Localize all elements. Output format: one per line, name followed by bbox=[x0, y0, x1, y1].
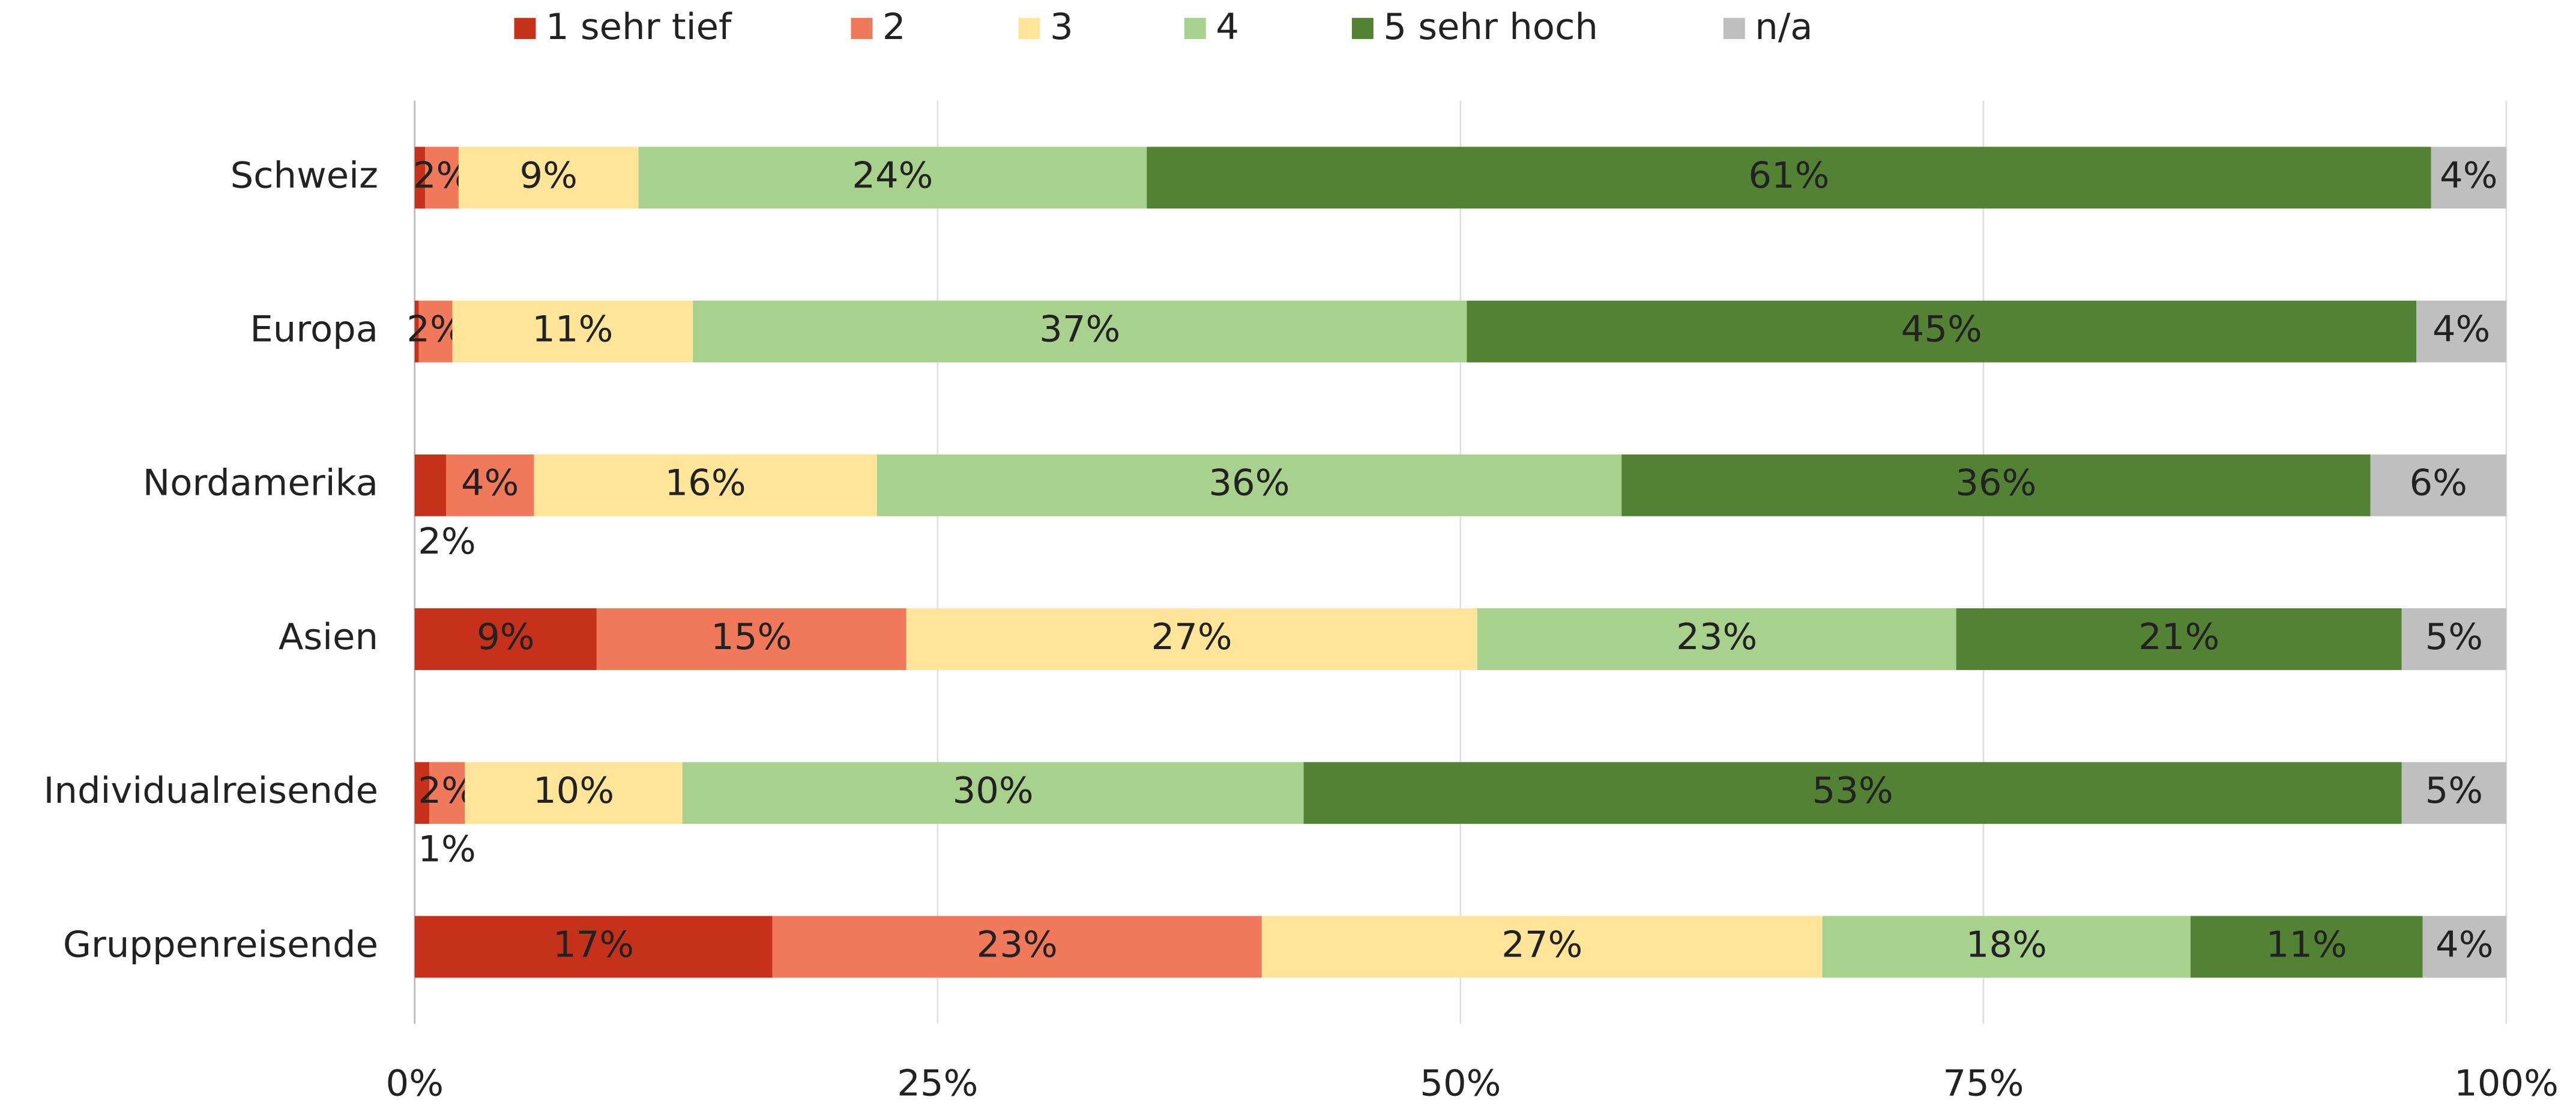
bar-segment bbox=[682, 762, 1304, 824]
bar-segment bbox=[1822, 916, 2191, 978]
x-tick-label: 0% bbox=[386, 1063, 444, 1104]
bar-segment bbox=[2401, 608, 2506, 670]
category-label: Nordamerika bbox=[143, 462, 378, 504]
bar-segment bbox=[2416, 300, 2506, 363]
category-label: Schweiz bbox=[231, 155, 378, 196]
data-label: 11% bbox=[2266, 924, 2347, 965]
data-label: 36% bbox=[1208, 462, 1290, 504]
bar-segment bbox=[414, 916, 773, 978]
bar-segment bbox=[2431, 147, 2506, 209]
bar-segment bbox=[414, 147, 426, 209]
bar-segment bbox=[876, 454, 1622, 516]
legend-label: 1 sehr tief bbox=[546, 7, 732, 48]
bar-segment bbox=[596, 608, 906, 670]
data-label: 23% bbox=[1676, 617, 1757, 658]
data-label: 24% bbox=[852, 155, 933, 196]
category-label: Gruppenreisende bbox=[63, 924, 378, 965]
category-label: Individualreisende bbox=[44, 770, 378, 812]
legend-label: 2 bbox=[882, 7, 906, 48]
data-label: 15% bbox=[711, 617, 792, 658]
x-tick-label: 25% bbox=[897, 1063, 978, 1104]
x-tick-label: 75% bbox=[1943, 1063, 2024, 1104]
legend-label: 3 bbox=[1050, 7, 1073, 48]
data-label: 53% bbox=[1812, 770, 1893, 812]
bar-segment bbox=[446, 454, 534, 516]
data-label: 61% bbox=[1748, 155, 1829, 196]
legend-swatch bbox=[851, 17, 873, 39]
bar-segment bbox=[693, 300, 1467, 363]
data-label: 9% bbox=[477, 617, 534, 658]
bar-segment bbox=[418, 300, 453, 363]
bar-segment bbox=[414, 454, 447, 516]
bar-segment bbox=[458, 147, 639, 209]
bar-segment bbox=[772, 916, 1262, 978]
bar-segment bbox=[2401, 762, 2506, 824]
data-label: 37% bbox=[1039, 309, 1120, 350]
data-label: 1% bbox=[418, 829, 475, 870]
bar-segment bbox=[414, 608, 597, 670]
bar-segment bbox=[452, 300, 693, 363]
data-label: 6% bbox=[2410, 462, 2467, 504]
category-label: Asien bbox=[279, 617, 378, 658]
data-label: 4% bbox=[461, 462, 519, 504]
bar-segment bbox=[1621, 454, 2371, 516]
data-label: 9% bbox=[520, 155, 578, 196]
bar-segment bbox=[465, 762, 683, 824]
legend-label: n/a bbox=[1755, 7, 1812, 48]
bar-segment bbox=[2190, 916, 2423, 978]
data-label: 21% bbox=[2138, 617, 2219, 658]
bar-segment bbox=[2370, 454, 2506, 516]
bar-segment bbox=[534, 454, 877, 516]
data-label: 30% bbox=[953, 770, 1034, 812]
bar-segment bbox=[425, 147, 459, 209]
data-label: 27% bbox=[1501, 924, 1582, 965]
bar-segment bbox=[1261, 916, 1823, 978]
legend-label: 4 bbox=[1216, 7, 1239, 48]
data-label: 4% bbox=[2433, 309, 2490, 350]
data-label: 4% bbox=[2440, 155, 2497, 196]
x-tick-label: 100% bbox=[2454, 1063, 2559, 1104]
bar-segment bbox=[1477, 608, 1956, 670]
bar-segment bbox=[414, 300, 419, 363]
data-label: 17% bbox=[553, 924, 634, 965]
bar-segment bbox=[638, 147, 1147, 209]
bar-segment bbox=[1467, 300, 2417, 363]
legend-swatch bbox=[1018, 17, 1040, 39]
data-label: 23% bbox=[977, 924, 1058, 965]
bar-segment bbox=[414, 762, 430, 824]
data-label: 45% bbox=[1901, 309, 1982, 350]
bar-segment bbox=[429, 762, 465, 824]
data-label: 2% bbox=[418, 521, 475, 563]
legend-swatch bbox=[1351, 17, 1374, 39]
legend-label: 5 sehr hoch bbox=[1383, 7, 1598, 48]
data-label: 11% bbox=[532, 309, 613, 350]
legend-swatch bbox=[514, 17, 536, 39]
data-label: 36% bbox=[1955, 462, 2036, 504]
data-label: 5% bbox=[2425, 770, 2483, 812]
legend-swatch bbox=[1184, 17, 1206, 39]
data-label: 10% bbox=[533, 770, 614, 812]
legend-swatch bbox=[1723, 17, 1745, 39]
x-tick-label: 50% bbox=[1420, 1063, 1501, 1104]
data-label: 5% bbox=[2425, 617, 2483, 658]
bar-segment bbox=[2422, 916, 2506, 978]
bar-segment bbox=[1147, 147, 2431, 209]
data-label: 4% bbox=[2436, 924, 2493, 965]
category-label: Europa bbox=[250, 309, 378, 350]
data-label: 18% bbox=[1966, 924, 2047, 965]
bar-segment bbox=[906, 608, 1477, 670]
data-label: 16% bbox=[665, 462, 746, 504]
bar-segment bbox=[1956, 608, 2402, 670]
data-label: 27% bbox=[1151, 617, 1232, 658]
bar-segment bbox=[1303, 762, 2402, 824]
